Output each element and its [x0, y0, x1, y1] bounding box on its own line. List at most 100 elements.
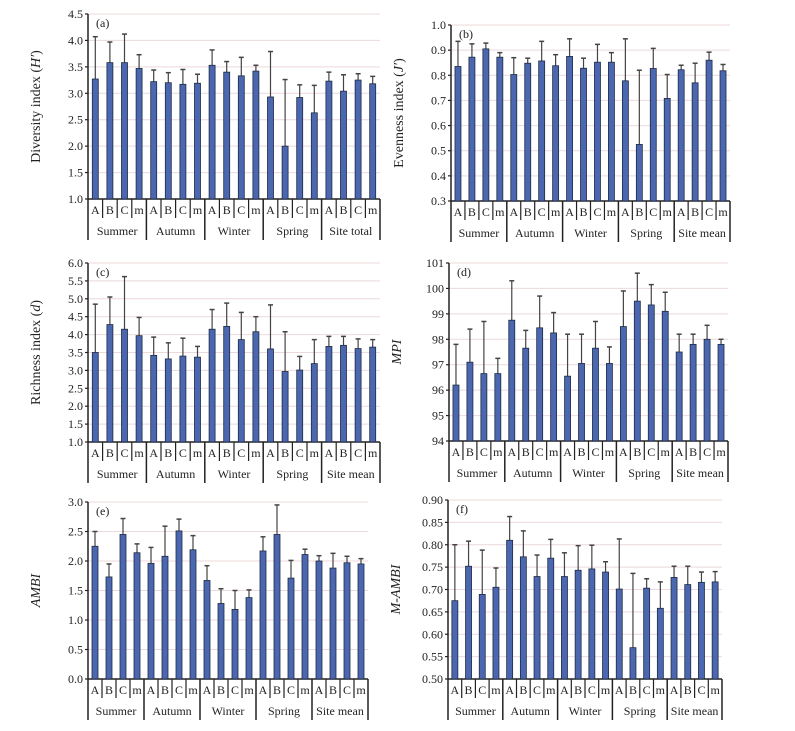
x-tick-label: B [684, 683, 692, 697]
bar-autumn-m [550, 332, 558, 442]
bar-winter-m [608, 61, 615, 202]
bar-site-mean-C [354, 348, 362, 443]
y-tick-label: 0.60 [422, 627, 443, 641]
bar-summer-A [454, 66, 462, 202]
x-tick-label: C [237, 203, 245, 217]
bar-winter-A [208, 64, 216, 200]
bar-spring-m [663, 98, 671, 202]
bar-site-mean-C [703, 338, 711, 442]
x-tick-label: m [132, 683, 142, 697]
bar-winter-B [217, 603, 225, 680]
y-tick-label: 1.0 [431, 18, 446, 32]
bar-winter-A [203, 580, 211, 680]
y-tick-label: 0.5 [431, 144, 446, 158]
bar-spring-C [643, 587, 651, 680]
bar-winter-m [252, 70, 260, 200]
y-tick-label: 4.0 [68, 328, 83, 342]
y-tick-label: 0.6 [431, 119, 446, 133]
y-tick-label: 3.5 [68, 60, 83, 74]
y-axis-label-variable: AMBI [29, 572, 44, 608]
y-tick-label: 1.0 [68, 613, 83, 627]
x-tick-label: m [193, 446, 203, 460]
x-tick-label: B [161, 683, 169, 697]
x-tick-label: C [593, 205, 601, 219]
bar-summer-A [452, 384, 460, 442]
bar-winter-C [237, 339, 245, 443]
y-axis-label-text: Evenness index ( [392, 72, 407, 168]
bar-site-mean-m [719, 70, 727, 202]
x-tick-label: B [223, 446, 231, 460]
group-label: Site mean [316, 704, 364, 718]
x-tick-label: B [465, 683, 473, 697]
x-tick-label: B [691, 205, 699, 219]
x-tick-label: B [105, 683, 113, 697]
x-tick-label: B [217, 683, 225, 697]
bar-site-mean-A [325, 346, 333, 443]
y-axis-label: MPI [390, 338, 405, 365]
x-tick-label: B [522, 445, 530, 459]
y-tick-label: 0.75 [422, 560, 443, 574]
x-tick-label: B [106, 203, 114, 217]
group-label: Autumn [152, 704, 191, 718]
bar-summer-m [135, 335, 143, 443]
x-tick-label: m [310, 203, 320, 217]
x-tick-label: B [629, 683, 637, 697]
panel-label: (f) [456, 502, 468, 516]
bar-winter-A [566, 56, 573, 202]
x-tick-label: C [120, 446, 128, 460]
bar-site-mean-A [675, 351, 683, 442]
chart-panel-a: 1.0 1.5 2.0 2.5 3.0 3.5 4.0 4.5 (a) Diversity ind… [29, 7, 381, 240]
x-tick-label: B [273, 683, 281, 697]
bar-summer-B [466, 361, 474, 442]
y-tick-label: 0.55 [422, 650, 443, 664]
x-tick-label: m [188, 683, 198, 697]
group-label: Autumn [515, 226, 554, 240]
bar-winter-C [237, 75, 245, 200]
x-tick-label: A [675, 445, 684, 459]
group-label: Spring [630, 226, 662, 240]
group-label: Winter [574, 226, 607, 240]
bar-spring-m [661, 310, 669, 442]
y-tick-label: 96 [432, 383, 444, 397]
x-tick-label: A [91, 683, 100, 697]
bar-autumn-C [538, 60, 546, 202]
y-tick-label: 0.70 [422, 583, 443, 597]
y-tick-label: 0.90 [422, 493, 443, 507]
bar-winter-m [606, 363, 613, 442]
bar-site-mean-A [677, 69, 685, 202]
y-tick-label: 99 [432, 307, 444, 321]
x-tick-label: m [134, 203, 144, 217]
group-label: Site mean [327, 467, 375, 481]
x-tick-label: B [329, 683, 337, 697]
x-tick-label: m [193, 203, 203, 217]
bar-autumn-A [150, 81, 158, 200]
bar-site-mean-m [369, 346, 377, 443]
x-tick-label: C [643, 683, 651, 697]
group-label: Spring [624, 704, 656, 718]
bar-site-total-m [369, 83, 377, 200]
y-axis-label-variable: H′ [29, 54, 44, 69]
y-tick-label: 1.5 [68, 584, 83, 598]
bar-summer-m [494, 373, 502, 442]
x-tick-label: C [175, 683, 183, 697]
x-tick-label: m [493, 445, 503, 459]
panel-label: (b) [459, 27, 473, 41]
group-label: Site mean [671, 704, 719, 718]
x-tick-label: B [339, 203, 347, 217]
bar-winter-C [588, 568, 596, 680]
bar-spring-m [656, 607, 664, 680]
y-tick-label: 6.0 [68, 256, 83, 270]
bar-autumn-m [547, 557, 555, 680]
x-tick-label: m [134, 446, 144, 460]
x-tick-label: m [601, 683, 611, 697]
x-tick-label: A [454, 205, 463, 219]
x-tick-label: m [656, 683, 666, 697]
bar-autumn-C [533, 576, 541, 680]
x-tick-label: B [466, 445, 474, 459]
bar-site-mean-B [691, 82, 699, 202]
x-tick-label: A [91, 203, 100, 217]
bar-winter-B [580, 67, 587, 202]
x-tick-label: A [266, 446, 275, 460]
bar-site-mean-m [717, 343, 725, 442]
x-tick-label: A [208, 446, 217, 460]
